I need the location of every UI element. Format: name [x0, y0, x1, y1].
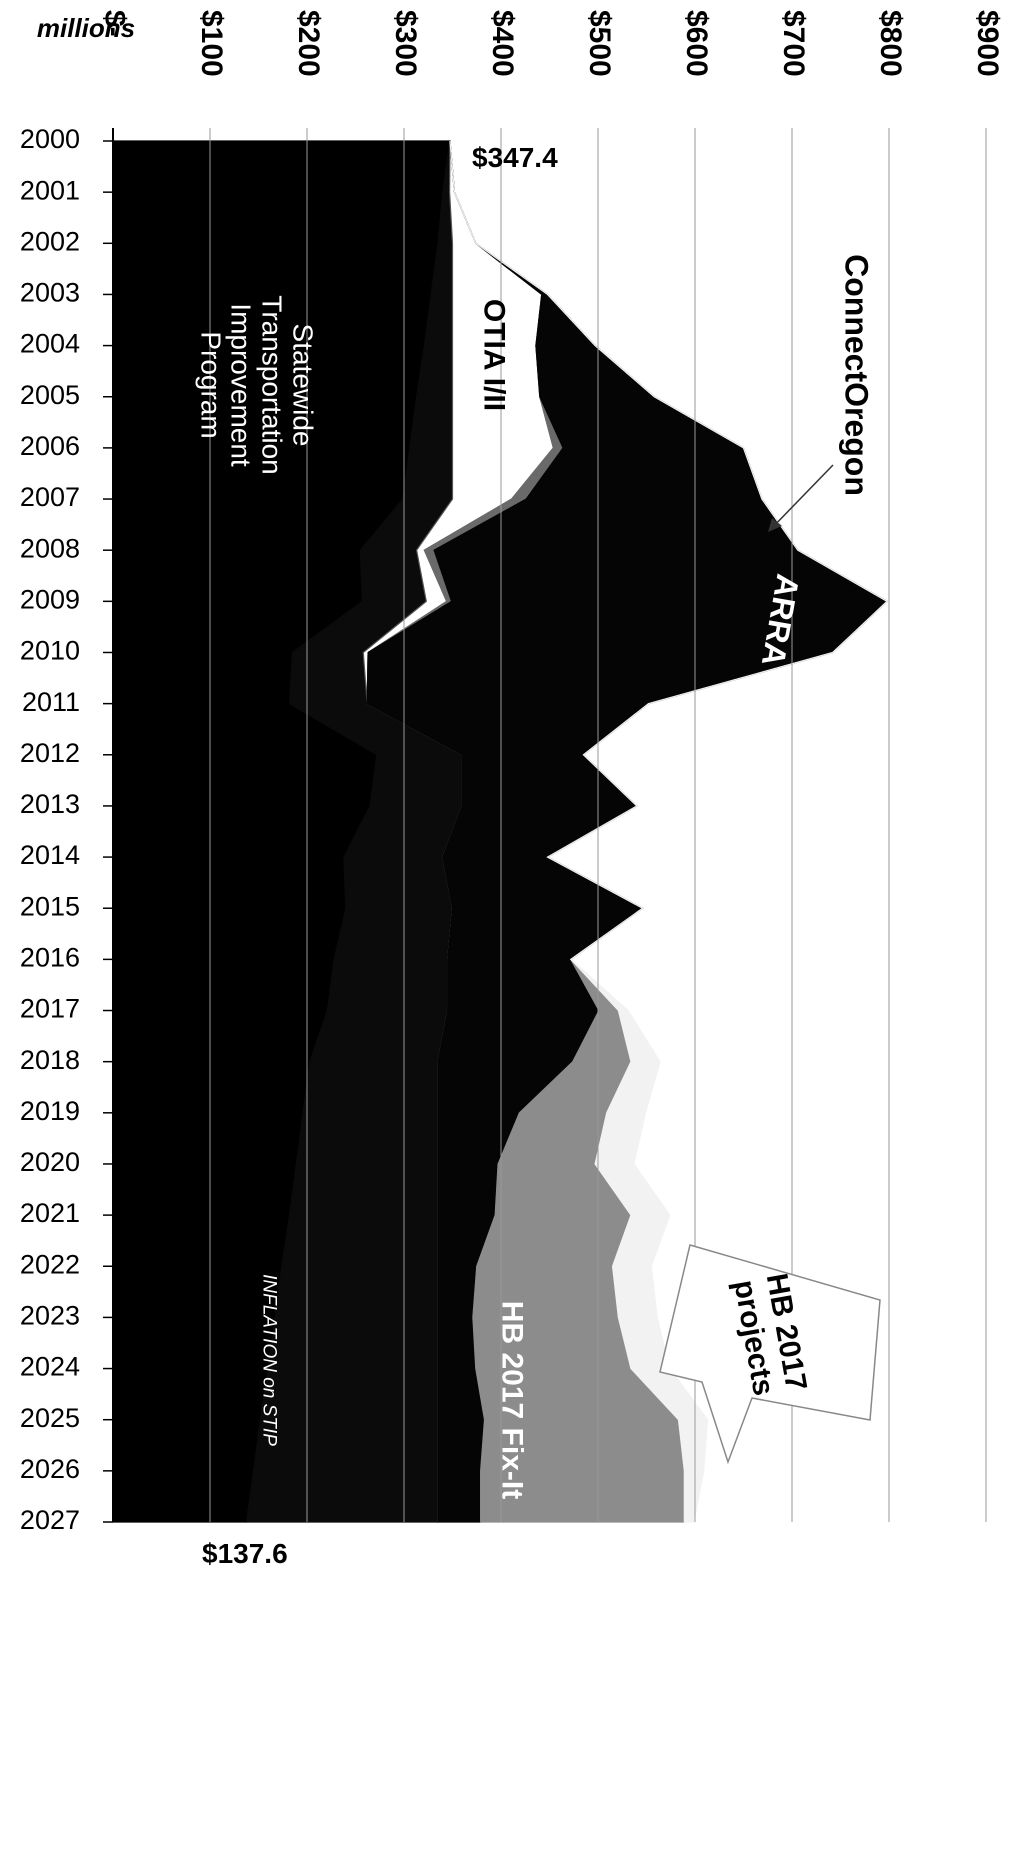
y-tick-label: 2022	[20, 1249, 80, 1279]
y-tick-label: 2006	[20, 431, 80, 461]
x-tick-label: $100	[195, 10, 228, 77]
series-label: ConnectOregon	[838, 254, 875, 496]
x-tick-label: $500	[583, 10, 616, 77]
x-tick-label: $700	[777, 10, 810, 77]
y-tick-label: 2010	[20, 636, 80, 666]
arrow	[769, 464, 834, 531]
y-tick-label: 2002	[20, 226, 80, 256]
series-label: Statewide Transportation Improvement Pro…	[195, 295, 319, 475]
y-tick-label: 2017	[20, 994, 80, 1024]
y-tick-label: 2009	[20, 584, 80, 614]
value-label: $347.4	[472, 142, 558, 173]
x-tick-label: $800	[874, 10, 907, 77]
series-label: HB 2017 Fix-It	[495, 1300, 529, 1500]
area	[449, 140, 889, 1523]
y-tick-label: 2019	[20, 1096, 80, 1126]
x-tick-label: $400	[486, 10, 519, 77]
x-tick-label: $600	[680, 10, 713, 77]
y-tick-label: 2024	[20, 1352, 80, 1382]
y-tick-label: 2026	[20, 1454, 80, 1484]
x-tick-label: $200	[292, 10, 325, 77]
y-tick-label: 2016	[20, 942, 80, 972]
x-tick-label: $-	[98, 10, 131, 37]
areas	[112, 140, 889, 1523]
y-tick-label: 2011	[22, 687, 80, 717]
y-tick-label: 2001	[20, 175, 80, 205]
y-tick-label: 2023	[20, 1301, 80, 1331]
y-tick-label: 2021	[20, 1198, 80, 1228]
y-tick-label: 2015	[20, 891, 80, 921]
y-tick-label: 2025	[20, 1403, 80, 1433]
series-label: OTIA I/II	[477, 298, 511, 412]
series-label: INFLATION on STIP	[258, 1274, 280, 1446]
y-tick-label: 2007	[20, 482, 80, 512]
y-tick-label: 2003	[20, 278, 80, 308]
y-tick-label: 2013	[20, 789, 80, 819]
y-tick-label: 2004	[20, 329, 80, 359]
callout	[659, 1244, 881, 1465]
y-tick-label: 2020	[20, 1147, 80, 1177]
x-tick-label: $300	[389, 10, 422, 77]
y-tick-label: 2018	[20, 1045, 80, 1075]
grid	[103, 128, 987, 1523]
y-tick-label: 2014	[20, 840, 80, 870]
axis-label: millions	[37, 13, 135, 43]
y-tick-label: 2000	[20, 124, 80, 154]
y-tick-label: 2012	[20, 738, 80, 768]
y-tick-label: 2005	[20, 380, 80, 410]
y-tick-label: 2027	[20, 1505, 80, 1535]
value-label: $137.6	[202, 1538, 288, 1569]
y-tick-label: 2008	[20, 533, 80, 563]
x-tick-label: $900	[971, 10, 1004, 77]
arrow-head	[768, 518, 782, 532]
